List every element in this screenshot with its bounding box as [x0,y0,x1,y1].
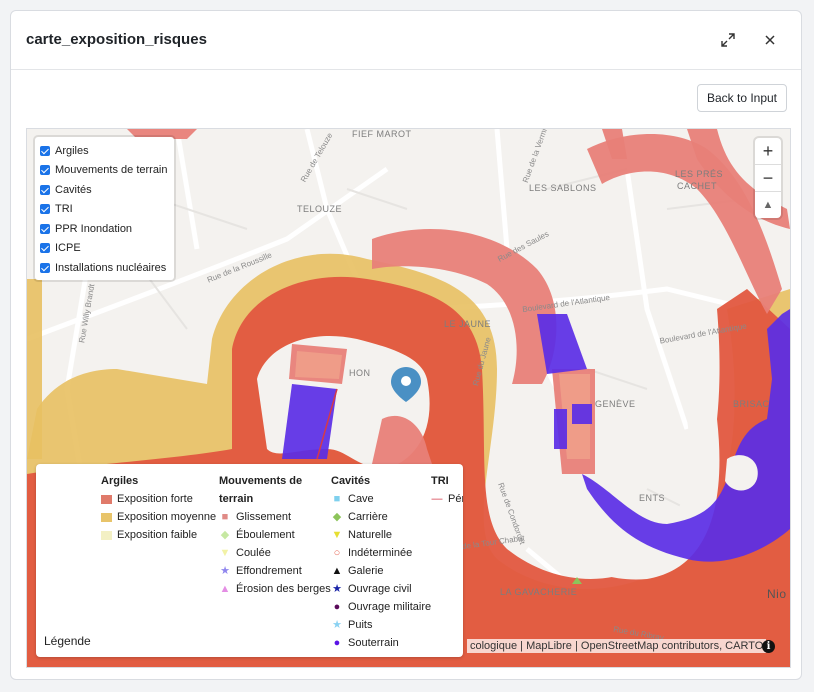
map-label: GENÈVE [595,399,636,409]
map-label: ENTS [639,493,666,503]
map-canvas[interactable]: FIEF MAROT LES SABLONS LES PRÉS CACHET T… [26,128,791,668]
location-marker-icon[interactable] [391,367,421,402]
layer-toggle-mouvements[interactable]: Mouvements de terrain [40,161,168,181]
layer-toggle-argiles[interactable]: Argiles [40,141,168,161]
map-label: HON [349,368,371,378]
layer-toggle-tri[interactable]: TRI [40,200,168,220]
indeterminee-icon: ○ [333,546,341,559]
widget-title: carte_exposition_risques [26,31,207,48]
compass-north-icon[interactable]: ▲ [762,199,774,211]
checkbox-icon[interactable] [40,223,50,234]
layer-control: Argiles Mouvements de terrain Cavités TR… [35,137,174,280]
map-attribution[interactable]: cologique | MapLibre | OpenStreetMap con… [467,639,767,653]
galerie-icon: ▲ [331,564,343,577]
erosion-icon: ▲ [219,582,231,595]
ouvrage-militaire-icon: ● [333,600,341,613]
close-icon[interactable] [759,29,781,51]
layer-toggle-icpe[interactable]: ICPE [40,239,168,259]
widget-header: carte_exposition_risques [11,11,801,70]
map-widget-card: carte_exposition_risques Back to Input [10,10,802,680]
cave-icon: ■ [333,492,341,505]
back-to-input-button[interactable]: Back to Input [697,84,787,112]
legend-argiles: Argiles Exposition forte Exposition moye… [101,475,217,541]
map-label: LE JAUNE [444,319,492,329]
checkbox-icon[interactable] [40,145,50,156]
legend-tri: TRI —Pér [431,475,463,505]
carriere-icon: ◆ [332,510,342,523]
map-label: LES SABLONS [529,183,597,193]
souterrain-icon: ● [333,636,341,649]
effondrement-icon: ★ [220,564,230,577]
layer-toggle-cavites[interactable]: Cavités [40,180,168,200]
map-label: BRISAC [733,399,770,409]
map-label: LES PRÉS [675,169,724,179]
checkbox-icon[interactable] [40,262,50,273]
map-label: FIEF MAROT [352,129,412,139]
zoom-out-button[interactable]: − [755,165,781,192]
cavite-zone [537,314,587,374]
tri-line-icon: — [431,492,443,505]
legend-cavites: Cavités ■ Cave ◆ Carrière ▼ Naturelle ○ Indé… [331,475,432,649]
checkbox-icon[interactable] [40,184,50,195]
map-label: CACHET [677,181,718,191]
glissement-zone [372,229,557,384]
map-label: Nio [767,587,787,601]
map-legend: Argiles Exposition forte Exposition moye… [36,464,463,657]
layer-toggle-ppr[interactable]: PPR Inondation [40,219,168,239]
legend-mouvements: Mouvements de terrain ■ Glissement ◆ Éboul… [219,475,331,595]
zoom-control: + − ▲ [755,138,781,218]
layer-toggle-nucleaire[interactable]: Installations nucléaires [40,258,168,278]
checkbox-icon[interactable] [40,204,50,215]
ouvrage-civil-icon: ★ [332,582,342,595]
zoom-in-button[interactable]: + [755,138,781,165]
legend-title: Légende [44,634,91,648]
eboulement-icon: ◆ [220,528,230,541]
checkbox-icon[interactable] [40,165,50,176]
map-label: LA GAVACHERIE [500,587,578,597]
info-icon[interactable]: i [762,640,775,653]
checkbox-icon[interactable] [40,243,50,254]
coulee-icon: ▼ [219,546,231,559]
map-label: TELOUZE [297,204,343,214]
naturelle-icon: ▼ [331,528,343,541]
glissement-icon: ■ [221,510,229,523]
puits-icon: ★ [332,618,342,631]
expand-icon[interactable] [717,29,739,51]
